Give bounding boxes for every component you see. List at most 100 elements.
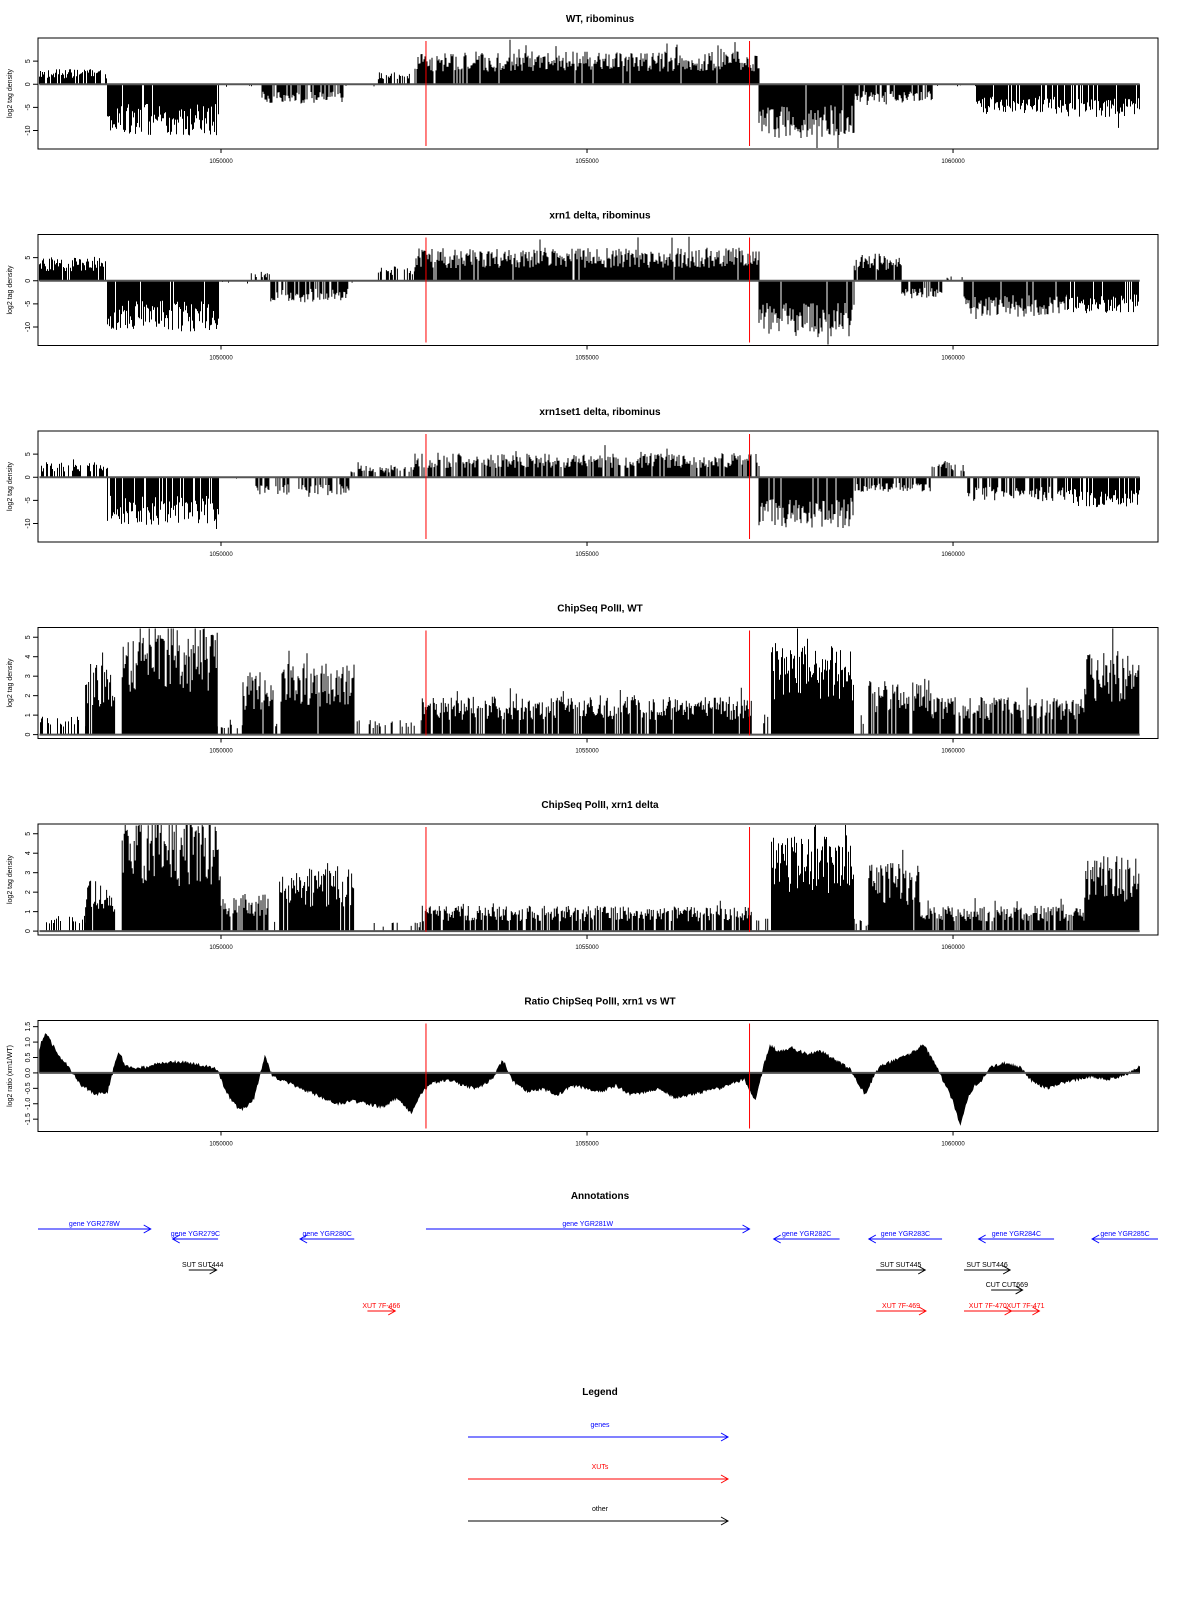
annotation-feature: gene YGR282C — [772, 1231, 840, 1244]
data-bars-segment-11 — [1066, 477, 1140, 508]
y-tick-label: -1.5 — [25, 1113, 32, 1125]
x-tick-label: 1050000 — [209, 749, 233, 755]
annotation-feature: gene YGR283C — [867, 1231, 943, 1244]
data-bars-segment-4 — [261, 84, 344, 104]
plot-frame — [37, 234, 1159, 346]
arrowhead-icon — [720, 1432, 730, 1442]
y-tick-label: 0.0 — [25, 1068, 32, 1078]
x-tick-label: 1060000 — [941, 159, 965, 165]
arrowhead-icon — [1015, 1285, 1024, 1295]
data-bars-segment-12 — [853, 918, 869, 932]
data-bars-segment-1 — [46, 915, 86, 932]
data-bars-segment-4 — [250, 271, 270, 281]
data-bars-segment-4 — [255, 477, 350, 497]
y-axis-label: log2 tag density — [7, 68, 14, 118]
annotation-feature: SUT SUT444 — [182, 1262, 224, 1275]
feature-label: gene YGR285C — [1100, 1231, 1149, 1238]
ratio-area — [39, 1033, 1140, 1126]
y-tick-label: 5 — [25, 832, 32, 836]
y-tick-label: 3 — [25, 674, 32, 678]
annotation-feature: XUT 7F-471 — [1007, 1303, 1045, 1316]
x-tick-label: 1050000 — [209, 1142, 233, 1148]
data-bars-segment-12 — [771, 628, 854, 735]
y-tick-label: 5 — [25, 635, 32, 639]
data-bars-segment-11 — [763, 714, 769, 735]
data-bars-segment-5 — [216, 719, 243, 735]
y-tick-label: 2 — [25, 694, 32, 698]
data-bars-segment-11 — [771, 825, 854, 932]
y-tick-label: 0 — [25, 475, 32, 479]
arrowhead-icon — [720, 1516, 730, 1526]
y-axis-label: log2 tag density — [7, 461, 14, 511]
chart-panel-3: xrn1set1 delta, ribominus log2 tag densit… — [7, 407, 1159, 558]
arrowhead-icon — [867, 1234, 877, 1244]
annotation-feature: gene YGR285C — [1091, 1231, 1158, 1244]
y-axis-label: log2 tag density — [7, 658, 14, 708]
arrowhead-icon — [772, 1234, 781, 1244]
data-bars-segment-6 — [242, 672, 274, 735]
data-bars-segment-8 — [373, 922, 421, 932]
arrowhead-icon — [1032, 1306, 1041, 1316]
legend-title: Legend — [582, 1387, 618, 1398]
x-tick-label: 1055000 — [575, 945, 599, 951]
data-bars-segment-7 — [377, 266, 415, 281]
y-tick-label: 1 — [25, 910, 32, 914]
data-bars-segment-7 — [275, 723, 278, 735]
y-tick-label: 0 — [25, 82, 32, 86]
y-tick-label: -10 — [25, 125, 32, 135]
x-tick-label: 1055000 — [575, 356, 599, 362]
data-bars-segment-1 — [39, 69, 107, 85]
feature-label: XUT 7F-470 — [969, 1303, 1007, 1310]
annotation-feature: SUT SUT446 — [964, 1262, 1012, 1275]
data-bars-segment-6 — [414, 445, 760, 478]
feature-label: SUT SUT444 — [182, 1262, 224, 1269]
y-tick-label: 5 — [25, 59, 32, 63]
x-tick-label: 1050000 — [209, 159, 233, 165]
y-tick-label: 2 — [25, 890, 32, 894]
x-tick-label: 1055000 — [575, 1142, 599, 1148]
data-bars-segment-8 — [854, 477, 931, 492]
annotation-feature: gene YGR280C — [299, 1231, 355, 1244]
arrowhead-icon — [171, 1234, 180, 1244]
data-series — [39, 236, 1139, 345]
feature-label: gene YGR279C — [171, 1231, 220, 1238]
feature-label: gene YGR278W — [69, 1221, 120, 1228]
y-tick-label: -5 — [25, 497, 32, 503]
x-tick-label: 1050000 — [209, 552, 233, 558]
legend-item: other — [468, 1506, 730, 1526]
data-bars-segment-1 — [39, 256, 106, 281]
legend-label: other — [592, 1506, 609, 1513]
arrowhead-icon — [387, 1306, 397, 1316]
annotations-panel: Annotations gene YGR278W gene YGR279C gene … — [38, 1191, 1158, 1316]
data-bars-segment-5 — [270, 280, 349, 303]
annotation-feature: gene YGR278W — [38, 1221, 152, 1234]
data-bars-segment-9 — [356, 720, 422, 735]
data-series — [39, 39, 1140, 148]
y-tick-label: 5 — [25, 256, 32, 260]
data-bars-segment-13 — [963, 280, 1067, 319]
data-series — [41, 445, 1140, 529]
arrowhead-icon — [977, 1234, 986, 1244]
data-bars-segment-2 — [85, 880, 116, 932]
data-bars-segment-7 — [758, 477, 854, 528]
chart-title: WT, ribominus — [566, 14, 635, 25]
annotation-feature: gene YGR281W — [425, 1221, 751, 1234]
chart-title: xrn1set1 delta, ribominus — [539, 407, 661, 418]
y-tick-label: -10 — [25, 322, 32, 332]
data-bars-segment-5 — [220, 894, 269, 932]
data-bars-segment-11 — [901, 280, 943, 299]
data-bars-segment-1 — [40, 716, 86, 735]
data-bars-segment-15 — [1084, 856, 1140, 932]
data-bars-segment-4 — [121, 825, 221, 932]
data-bars-segment-2 — [107, 280, 219, 332]
data-bars-segment-12 — [946, 276, 963, 281]
feature-label: SUT SUT446 — [966, 1262, 1008, 1269]
data-bars-segment-4 — [121, 628, 218, 735]
plot-frame — [37, 1020, 1159, 1132]
legend-label: genes — [590, 1422, 610, 1429]
data-bars-segment-9 — [758, 280, 855, 345]
data-bars-segment-7 — [279, 863, 355, 932]
annotation-feature: gene YGR284C — [977, 1231, 1055, 1244]
y-tick-label: 3 — [25, 871, 32, 875]
